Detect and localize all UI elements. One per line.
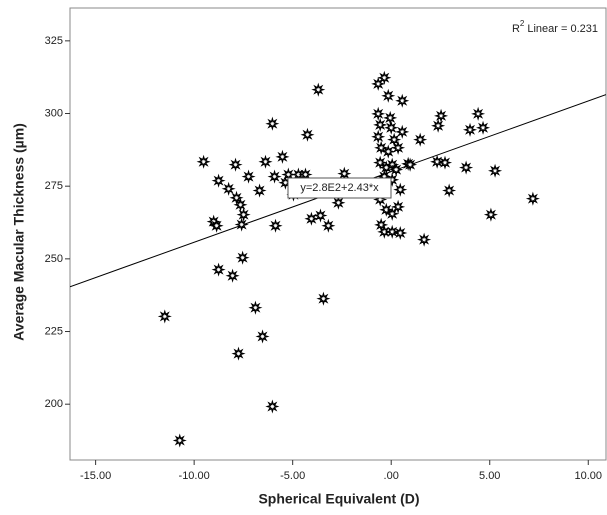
point — [233, 197, 248, 212]
point — [255, 329, 270, 344]
point — [391, 199, 406, 214]
point — [374, 140, 389, 155]
point — [459, 160, 474, 175]
x-tick-label: -10.00 — [179, 470, 210, 482]
point — [221, 181, 236, 196]
y-tick-label: 225 — [45, 325, 63, 337]
point — [393, 182, 408, 197]
x-tick-label: .00 — [384, 470, 399, 482]
point — [431, 118, 446, 133]
y-tick-label: 275 — [45, 180, 63, 192]
point — [391, 140, 406, 155]
point — [235, 250, 250, 265]
point — [300, 127, 315, 142]
point — [393, 225, 408, 241]
point — [225, 268, 240, 283]
point — [413, 132, 428, 147]
point — [311, 82, 326, 97]
point — [172, 433, 187, 448]
y-tick-label: 325 — [45, 35, 63, 47]
point — [241, 169, 256, 184]
point — [379, 202, 394, 217]
point — [387, 132, 402, 147]
point — [381, 144, 396, 159]
point — [395, 93, 410, 108]
point — [337, 166, 352, 181]
point — [417, 232, 432, 247]
point — [304, 211, 319, 226]
point — [371, 106, 386, 121]
point — [374, 217, 389, 232]
point — [248, 300, 263, 315]
point — [476, 120, 491, 135]
point — [389, 162, 404, 177]
r2-annotation: R2 Linear = 0.231 — [512, 19, 598, 35]
point — [488, 163, 503, 178]
fit-label: y=2.8E2+2.43*x — [300, 182, 379, 194]
x-tick-label: 5.00 — [479, 470, 500, 482]
point — [209, 218, 224, 233]
point — [252, 183, 267, 198]
point — [281, 167, 296, 182]
point — [377, 70, 392, 85]
point — [316, 291, 331, 306]
y-tick-label: 300 — [45, 107, 63, 119]
r2-prefix: R — [512, 23, 520, 35]
point — [298, 167, 313, 182]
point — [229, 190, 244, 205]
point — [462, 122, 478, 137]
point — [377, 224, 392, 239]
point — [258, 154, 273, 169]
point — [211, 173, 226, 188]
point — [234, 217, 249, 232]
point — [430, 154, 445, 169]
r2-sup: 2 — [520, 19, 525, 28]
point — [403, 157, 418, 172]
point — [434, 108, 449, 123]
fit-label-box — [287, 177, 392, 199]
y-axis-title: Average Macular Thickness (µm) — [11, 123, 27, 341]
point — [483, 207, 498, 222]
point — [267, 169, 282, 184]
plot-frame — [69, 7, 607, 461]
point — [265, 116, 280, 131]
x-tick-label: -15.00 — [80, 470, 111, 482]
point — [211, 262, 226, 277]
point — [384, 120, 399, 135]
point — [379, 160, 394, 175]
point — [236, 207, 251, 222]
point — [313, 208, 328, 223]
point — [196, 154, 211, 169]
point — [265, 399, 280, 414]
y-tick-label: 250 — [45, 253, 63, 265]
x-tick-label: 10.00 — [574, 470, 602, 482]
point — [275, 149, 290, 164]
point — [157, 309, 172, 324]
point — [291, 167, 306, 182]
point — [442, 183, 457, 198]
x-tick-label: -5.00 — [280, 470, 305, 482]
point — [395, 124, 410, 139]
point — [321, 218, 336, 233]
point — [385, 224, 400, 239]
point — [381, 88, 396, 103]
point — [373, 155, 388, 170]
point — [371, 129, 386, 144]
point — [383, 110, 398, 125]
r2-text: Linear = 0.231 — [527, 23, 598, 35]
point — [228, 157, 243, 172]
x-axis-title: Spherical Equivalent (D) — [258, 491, 419, 507]
point — [331, 195, 346, 210]
point — [373, 117, 388, 132]
point — [471, 106, 486, 121]
y-tick-label: 200 — [45, 398, 63, 410]
point — [268, 218, 283, 233]
point — [525, 191, 540, 206]
point — [231, 346, 246, 361]
